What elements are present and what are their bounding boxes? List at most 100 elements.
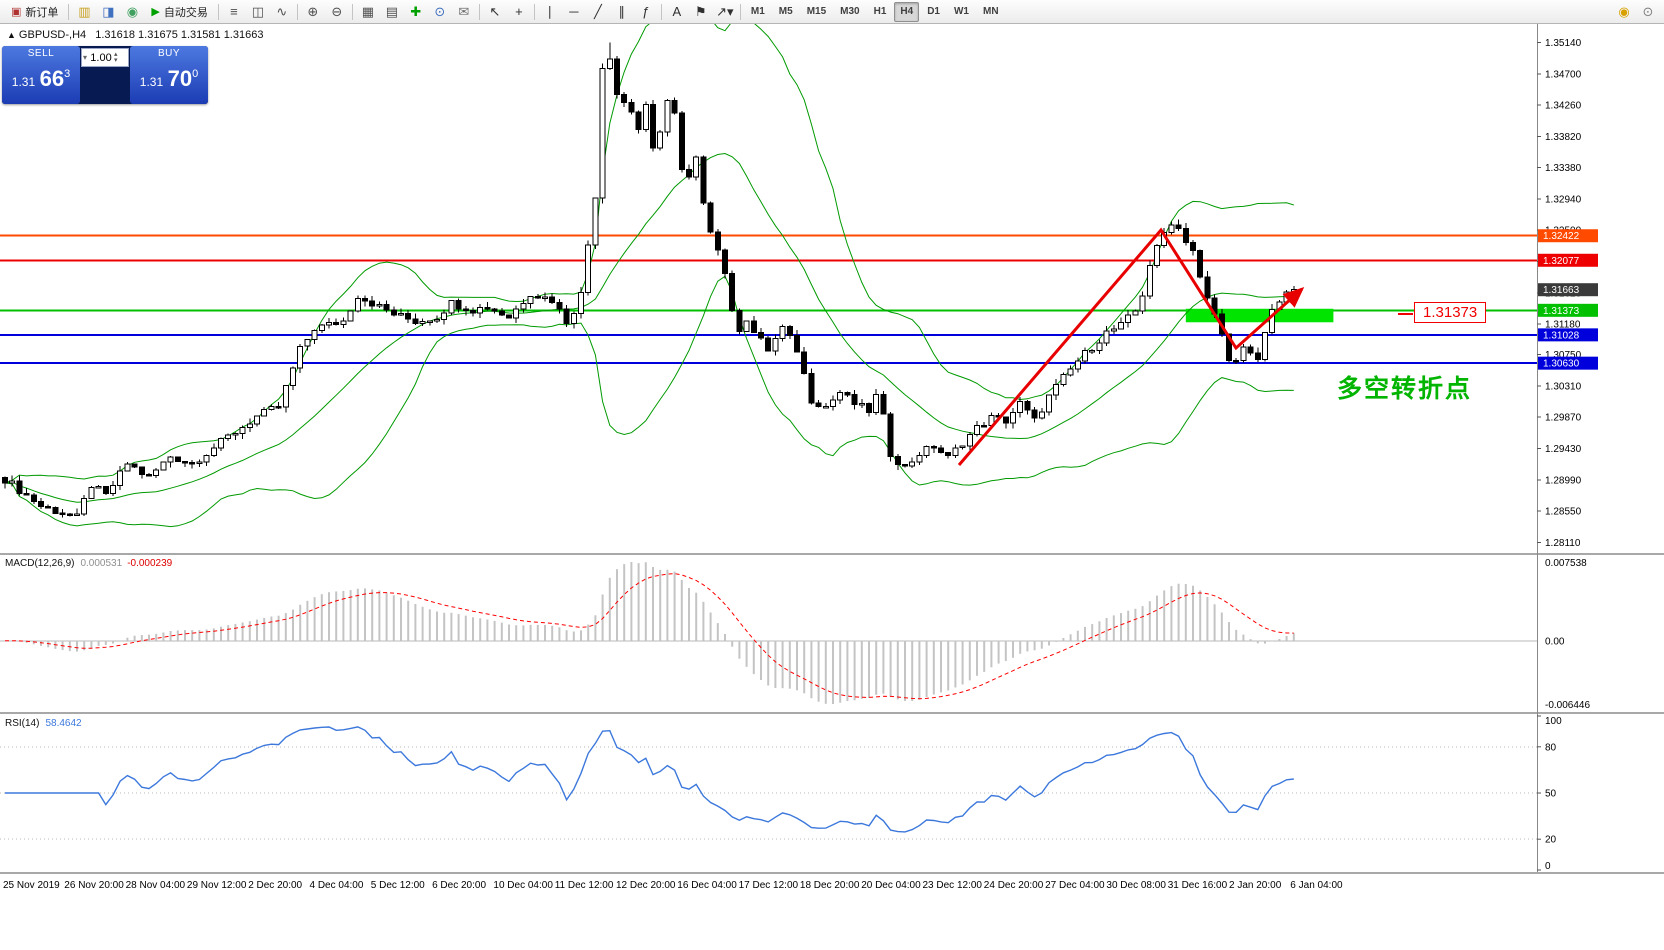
volume-down-icon[interactable]: ▾: [114, 56, 118, 64]
buy-button[interactable]: BUY 1.31 700: [130, 46, 208, 104]
volume-field[interactable]: ▾ ▴▾: [81, 48, 129, 67]
cascade-windows-icon: ▤: [385, 3, 399, 19]
svg-text:17 Dec 12:00: 17 Dec 12:00: [739, 880, 799, 891]
svg-text:1.28990: 1.28990: [1545, 475, 1582, 486]
new-chart-icon[interactable]: ✚: [404, 1, 428, 23]
new-order-icon: ▣: [11, 6, 22, 18]
svg-text:6 Dec 20:00: 6 Dec 20:00: [432, 880, 486, 891]
svg-text:1.33820: 1.33820: [1545, 132, 1582, 143]
svg-text:10 Dec 04:00: 10 Dec 04:00: [493, 880, 553, 891]
text-tool-icon[interactable]: A: [665, 1, 689, 23]
toolbar-separator: [68, 3, 70, 20]
timeframe-m30[interactable]: M30: [840, 6, 860, 17]
search-icon[interactable]: ⊙: [1636, 1, 1660, 23]
svg-text:26 Nov 20:00: 26 Nov 20:00: [64, 880, 124, 891]
charts-toolbar-icon[interactable]: ▥: [72, 1, 96, 23]
svg-text:28 Nov 04:00: 28 Nov 04:00: [126, 880, 186, 891]
svg-text:1.32940: 1.32940: [1545, 194, 1582, 205]
cursor-icon[interactable]: ↖: [483, 1, 507, 23]
svg-text:16 Dec 04:00: 16 Dec 04:00: [677, 880, 737, 891]
sell-button[interactable]: SELL 1.31 663: [2, 46, 80, 104]
buy-price: 1.31 700: [139, 66, 199, 91]
svg-text:1.29870: 1.29870: [1545, 413, 1582, 424]
volume-up-icon[interactable]: ▴: [114, 50, 118, 58]
crosshair-icon[interactable]: +: [507, 1, 531, 23]
new-chart-icon: ✚: [410, 3, 422, 19]
toolbar-separator: [533, 3, 535, 20]
highlight-zone: [1185, 308, 1334, 323]
svg-text:-0.006446: -0.006446: [1545, 700, 1590, 711]
svg-text:1.33380: 1.33380: [1545, 163, 1582, 174]
crosshair-icon: +: [515, 4, 523, 19]
ohlc-values: 1.31618 1.31675 1.31581 1.31663: [95, 29, 264, 41]
refresh-icon[interactable]: ◉: [120, 1, 144, 23]
timeframe-w1[interactable]: W1: [953, 6, 969, 17]
channel-icon: ∥: [618, 3, 626, 19]
fibonacci-icon[interactable]: ƒ: [634, 1, 658, 23]
line-chart-type-icon: ∿: [276, 3, 288, 19]
volume-dropdown-icon[interactable]: ▾: [83, 53, 88, 62]
period-icon: ⊙: [434, 3, 446, 19]
bar-chart-type-icon[interactable]: ≡: [222, 1, 246, 23]
new-order-button-label: 新订单: [25, 6, 59, 19]
horizontal-line-icon: ─: [569, 4, 579, 19]
charts-toolbar-icon: ▥: [78, 3, 91, 19]
zoom-out-icon: ⊖: [331, 3, 343, 19]
timeframe-h1[interactable]: H1: [873, 6, 887, 17]
text-tool-icon: A: [672, 4, 682, 19]
tile-windows-icon[interactable]: ▦: [356, 1, 380, 23]
trendline-icon[interactable]: ╱: [586, 1, 610, 23]
timeframe-d1[interactable]: D1: [927, 6, 940, 17]
svg-text:1.28110: 1.28110: [1545, 538, 1581, 549]
svg-text:29 Nov 12:00: 29 Nov 12:00: [187, 880, 247, 891]
rsi-indicator-label: RSI(14) 58.4642: [5, 718, 82, 729]
timeframe-mn[interactable]: MN: [982, 6, 999, 17]
bar-chart-type-icon: ≡: [230, 4, 238, 19]
svg-text:1.28550: 1.28550: [1545, 507, 1582, 518]
price-tag-leader: [1398, 313, 1413, 315]
svg-text:1.30310: 1.30310: [1545, 381, 1582, 392]
svg-text:1.34260: 1.34260: [1545, 101, 1582, 112]
zoom-out-icon[interactable]: ⊖: [325, 1, 349, 23]
timeframe-m15[interactable]: M15: [806, 6, 827, 17]
community-icon[interactable]: ◉: [1612, 1, 1636, 23]
line-chart-type-icon[interactable]: ∿: [270, 1, 294, 23]
label-tool-icon[interactable]: ⚑: [689, 1, 713, 23]
svg-text:1.32422: 1.32422: [1543, 231, 1580, 242]
shapes-dropdown-icon[interactable]: ↗▾: [713, 1, 737, 23]
chart-ohlc-header: ▲ GBPUSD-,H4 1.31618 1.31675 1.31581 1.31…: [7, 29, 263, 41]
svg-text:1.30750: 1.30750: [1545, 350, 1582, 361]
timeframe-h4[interactable]: H4: [894, 1, 920, 22]
svg-text:4 Dec 04:00: 4 Dec 04:00: [310, 880, 364, 891]
horizontal-line-icon[interactable]: ─: [562, 1, 586, 23]
timeframe-m1[interactable]: M1: [750, 6, 765, 17]
channel-icon[interactable]: ∥: [610, 1, 634, 23]
templates-icon: ✉: [458, 3, 470, 19]
cursor-icon: ↖: [489, 3, 501, 19]
svg-text:23 Dec 12:00: 23 Dec 12:00: [923, 880, 983, 891]
autotrading-button[interactable]: ▶ 自动交易: [144, 1, 214, 23]
svg-text:18 Dec 20:00: 18 Dec 20:00: [800, 880, 860, 891]
templates-icon[interactable]: ✉: [452, 1, 476, 23]
period-icon[interactable]: ⊙: [428, 1, 452, 23]
horizontal-level-lines: [0, 234, 1537, 365]
cascade-windows-icon[interactable]: ▤: [380, 1, 404, 23]
candlesticks: [2, 42, 1297, 518]
svg-text:1.31028: 1.31028: [1543, 330, 1580, 341]
timeframe-m5[interactable]: M5: [778, 6, 793, 17]
volume-input[interactable]: [88, 51, 115, 64]
toolbar-separator: [660, 3, 662, 20]
svg-text:1.31373: 1.31373: [1543, 306, 1580, 317]
svg-text:5 Dec 12:00: 5 Dec 12:00: [371, 880, 425, 891]
zoom-in-icon: ⊕: [307, 3, 319, 19]
candlestick-type-icon[interactable]: ◫: [246, 1, 270, 23]
vertical-line-icon: ∣: [546, 3, 554, 19]
svg-text:6 Jan 04:00: 6 Jan 04:00: [1290, 880, 1343, 891]
new-order-button[interactable]: ▣ 新订单: [4, 1, 65, 23]
svg-text:11 Dec 12:00: 11 Dec 12:00: [555, 880, 614, 891]
toolbar-separator: [217, 3, 219, 20]
vertical-line-icon[interactable]: ∣: [538, 1, 562, 23]
zoom-in-icon[interactable]: ⊕: [301, 1, 325, 23]
profiles-icon[interactable]: ◨: [96, 1, 120, 23]
